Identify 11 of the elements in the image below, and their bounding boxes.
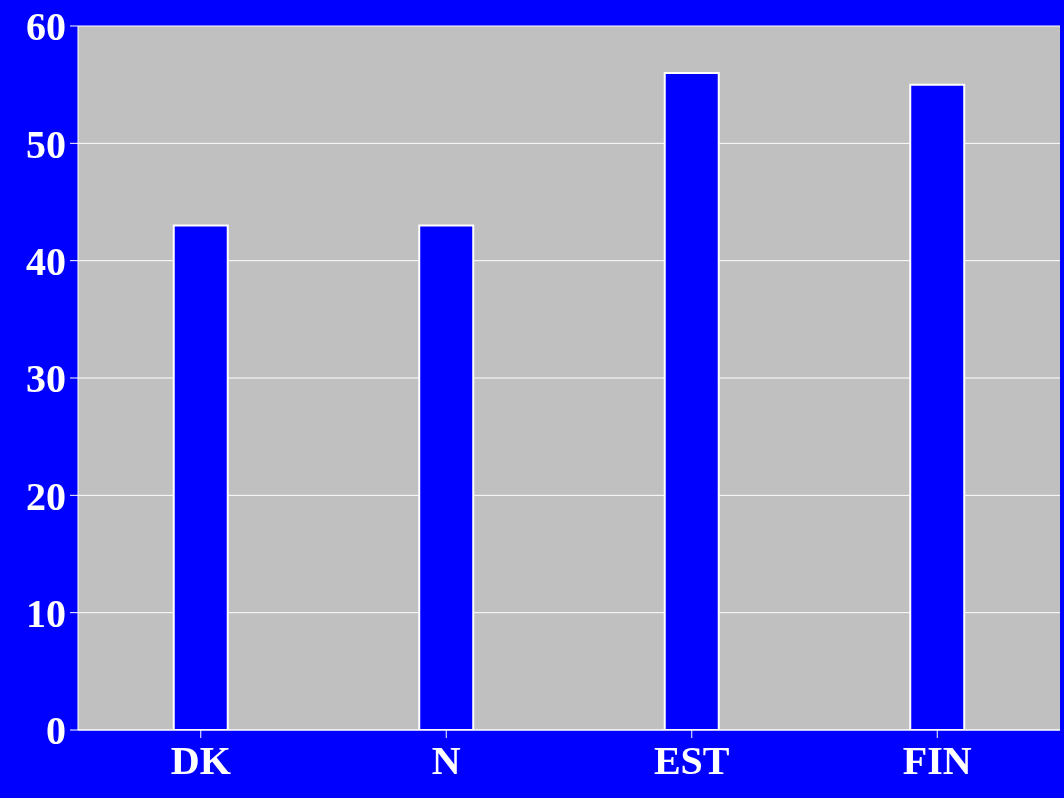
y-tick-label: 30 bbox=[26, 356, 66, 402]
y-tick-label: 50 bbox=[26, 121, 66, 167]
x-tick-label: N bbox=[431, 738, 461, 784]
y-tick-label: 10 bbox=[26, 590, 66, 636]
y-tick-label: 40 bbox=[26, 238, 66, 284]
x-tick-label: EST bbox=[653, 738, 730, 784]
x-tick-label: DK bbox=[170, 738, 231, 784]
y-tick-label: 0 bbox=[46, 708, 66, 754]
y-tick-label: 60 bbox=[26, 4, 66, 50]
y-tick-label: 20 bbox=[26, 473, 66, 519]
x-tick-label: FIN bbox=[902, 738, 972, 784]
